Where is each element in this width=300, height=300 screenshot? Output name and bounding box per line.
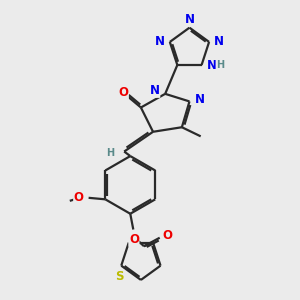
Text: N: N bbox=[195, 93, 205, 106]
Text: S: S bbox=[116, 270, 124, 283]
Text: N: N bbox=[214, 35, 224, 48]
Text: O: O bbox=[129, 233, 139, 246]
Text: O: O bbox=[163, 229, 173, 242]
Text: O: O bbox=[74, 191, 84, 204]
Text: O: O bbox=[118, 86, 128, 99]
Text: N: N bbox=[207, 58, 217, 71]
Text: N: N bbox=[184, 13, 194, 26]
Text: H: H bbox=[106, 148, 115, 158]
Text: N: N bbox=[155, 35, 165, 48]
Text: N: N bbox=[150, 84, 160, 97]
Text: H: H bbox=[216, 60, 224, 70]
